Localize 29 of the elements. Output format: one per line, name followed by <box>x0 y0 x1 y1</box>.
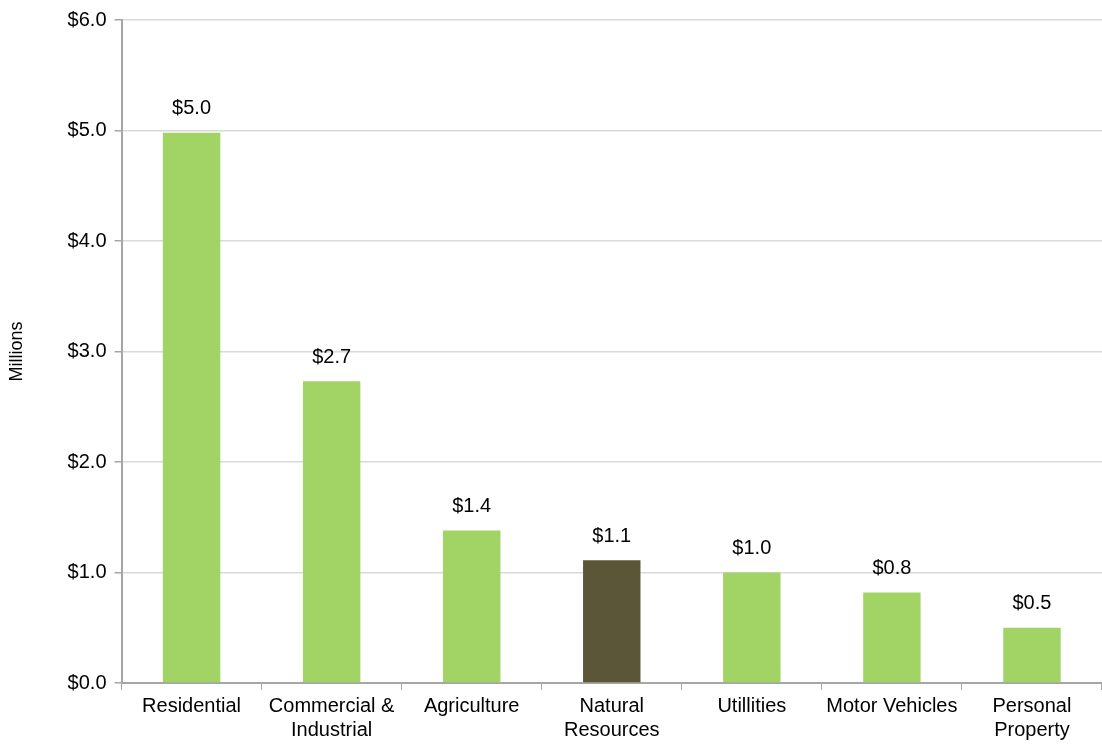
y-tick-label: $4.0 <box>67 228 107 251</box>
y-tick-label: $5.0 <box>67 118 107 141</box>
y-tick-label: $1.0 <box>67 560 107 583</box>
bar <box>442 530 501 683</box>
data-label: $0.5 <box>1012 591 1052 614</box>
data-label: $1.4 <box>452 494 492 517</box>
data-label: $2.7 <box>312 344 352 367</box>
y-tick-label: $0.0 <box>67 670 107 693</box>
bar <box>583 560 641 683</box>
bar <box>863 592 921 683</box>
y-tick-label: $2.0 <box>67 449 107 472</box>
x-tick-label: Agriculture <box>423 693 520 716</box>
x-tick-label: Utillities <box>717 693 787 716</box>
data-label: $5.0 <box>172 96 212 119</box>
bar <box>162 132 221 683</box>
x-tick-label: Natural Resources <box>563 693 660 740</box>
x-tick-label: Commercial & Industrial <box>268 693 396 740</box>
data-label: $1.0 <box>732 536 772 559</box>
x-tick-label: Residential <box>142 693 242 716</box>
data-label: $1.1 <box>592 523 632 546</box>
y-tick-label: $3.0 <box>67 339 107 362</box>
y-tick-label: $6.0 <box>67 7 107 30</box>
bar <box>302 381 361 683</box>
bar <box>1003 627 1061 683</box>
data-label: $0.8 <box>872 555 912 578</box>
y-axis-title: Millions <box>5 321 26 382</box>
x-tick-label: Personal Property <box>992 693 1072 740</box>
bar <box>723 572 781 683</box>
x-tick-label: Motor Vehicles <box>826 693 958 716</box>
